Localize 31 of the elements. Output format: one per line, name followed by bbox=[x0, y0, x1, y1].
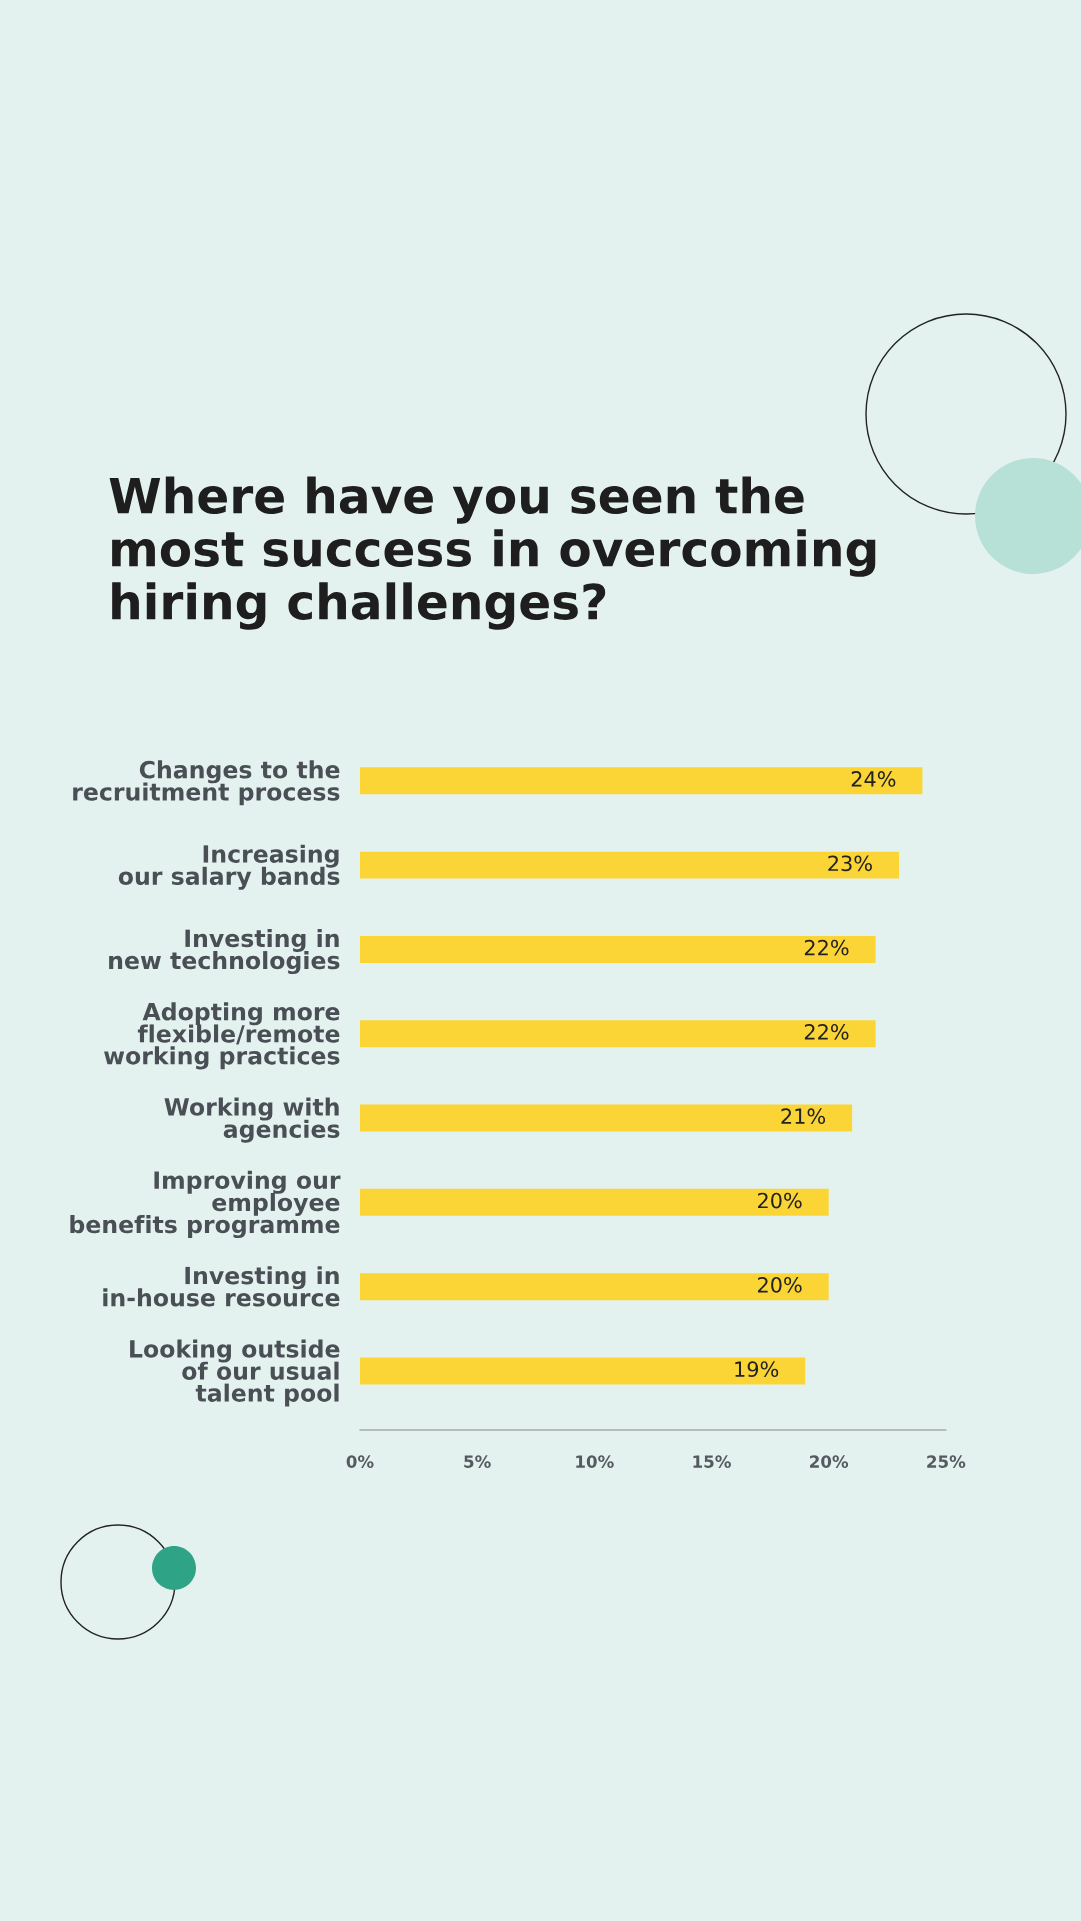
x-tick-label: 0% bbox=[346, 1455, 374, 1468]
y-tick-label: Working with agencies bbox=[164, 1097, 340, 1143]
bar bbox=[359, 1104, 853, 1132]
y-tick-label: Adopting more flexible/remote working practices bbox=[104, 1002, 340, 1070]
data-label: 21% bbox=[781, 1108, 826, 1125]
data-label: 23% bbox=[828, 855, 872, 872]
y-tick-label: Increasing our salary bands bbox=[118, 844, 340, 890]
data-label: 22% bbox=[804, 939, 849, 956]
y-tick-label: Changes to the recruitment process bbox=[73, 760, 340, 806]
data-label: 20% bbox=[758, 1192, 802, 1209]
data-label: 20% bbox=[758, 1276, 802, 1293]
x-tick-label: 20% bbox=[810, 1455, 849, 1468]
x-tick-label: 10% bbox=[576, 1455, 614, 1468]
y-tick-label: Investing in in-house resource bbox=[103, 1266, 340, 1307]
y-tick-label: Improving our employee benefits programme bbox=[70, 1170, 341, 1239]
bar bbox=[359, 767, 923, 795]
data-label: 24% bbox=[851, 771, 896, 787]
data-label: 19% bbox=[735, 1361, 779, 1378]
y-tick-label: Investing in new technologies bbox=[109, 928, 340, 975]
y-tick-label: Looking outside of our usual talent pool bbox=[130, 1339, 340, 1407]
bar bbox=[359, 1020, 876, 1048]
bar bbox=[359, 935, 876, 963]
bar bbox=[359, 1273, 829, 1301]
bar bbox=[359, 851, 899, 879]
x-tick-label: 25% bbox=[927, 1455, 966, 1468]
chart-title: Where have you seen the most success in overcoming hiring challenges? bbox=[109, 476, 876, 630]
bar bbox=[359, 1188, 829, 1216]
bar bbox=[359, 1357, 806, 1385]
x-tick-label: 5% bbox=[464, 1455, 491, 1468]
x-tick-label: 15% bbox=[693, 1455, 731, 1468]
data-label: 22% bbox=[804, 1024, 849, 1040]
